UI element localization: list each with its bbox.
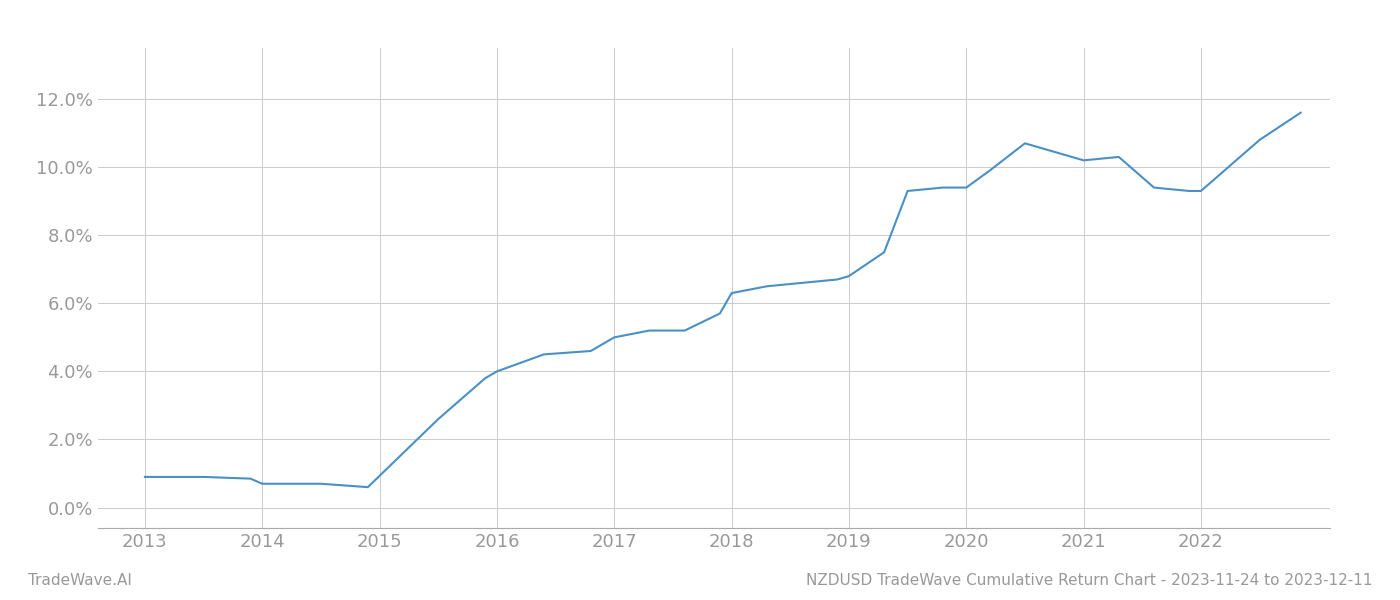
Text: TradeWave.AI: TradeWave.AI [28,573,132,588]
Text: NZDUSD TradeWave Cumulative Return Chart - 2023-11-24 to 2023-12-11: NZDUSD TradeWave Cumulative Return Chart… [805,573,1372,588]
